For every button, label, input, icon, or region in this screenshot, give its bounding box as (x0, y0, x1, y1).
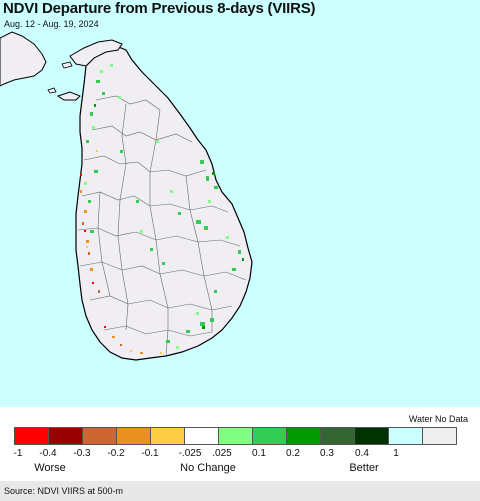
legend-swatch (218, 427, 253, 445)
ndvi-speckles (80, 64, 244, 354)
legend-tick: 1 (393, 448, 399, 459)
district-boundaries (77, 95, 247, 357)
legend-swatch (422, 427, 457, 445)
legend-tick: -1 (13, 448, 23, 459)
legend-swatches (14, 427, 457, 445)
map-canvas (0, 31, 253, 361)
legend-tick: -0.4 (39, 448, 57, 459)
legend-swatch (14, 427, 49, 445)
legend-tick: -0.1 (141, 448, 159, 459)
legend-swatch (320, 427, 355, 445)
legend-swatch (184, 427, 219, 445)
legend-tick: 0.3 (320, 448, 334, 459)
legend-swatch (82, 427, 117, 445)
legend-tick: -.025 (178, 448, 202, 459)
legend-worse-label: Worse (34, 462, 66, 474)
legend-swatch (252, 427, 287, 445)
legend-swatch (150, 427, 185, 445)
legend-tick: -0.2 (107, 448, 125, 459)
legend-swatch (116, 427, 151, 445)
legend: Water No Data -1 -0.4 -0.3 -0.2 -0.1 -.0… (0, 407, 480, 480)
legend-no-change-label: No Change (180, 462, 236, 474)
india-landmass (0, 31, 47, 87)
date-range: Aug. 12 - Aug. 19, 2024 (4, 19, 99, 29)
jaffna-peninsula (69, 39, 123, 67)
islet (61, 61, 73, 69)
legend-tick: .025 (212, 448, 232, 459)
legend-tick: 0.1 (252, 448, 266, 459)
legend-swatch (286, 427, 321, 445)
legend-tick: 0.4 (355, 448, 369, 459)
mannar-island (56, 91, 81, 101)
legend-swatch (48, 427, 83, 445)
map-title: NDVI Departure from Previous 8-days (VII… (3, 0, 316, 17)
islet (47, 87, 57, 94)
source-note: Source: NDVI VIIRS at 500-m (0, 481, 480, 501)
map-area[interactable]: NDVI Departure from Previous 8-days (VII… (0, 0, 480, 480)
water-no-data-label: Water No Data (408, 414, 468, 424)
legend-tick: 0.2 (286, 448, 300, 459)
legend-tick: -0.3 (73, 448, 91, 459)
legend-better-label: Better (349, 462, 379, 474)
legend-swatch (354, 427, 389, 445)
sri-lanka-landmass (75, 45, 253, 361)
legend-swatch (388, 427, 423, 445)
